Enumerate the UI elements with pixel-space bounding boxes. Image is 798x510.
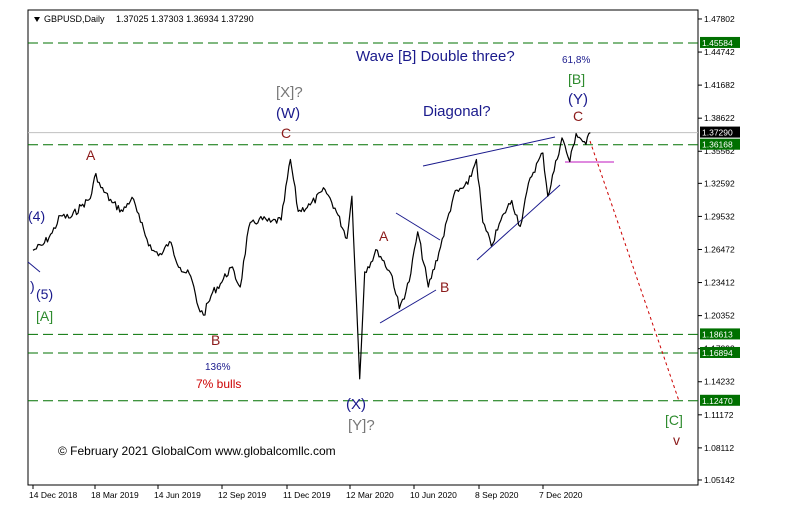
label-x-paren: (X) (346, 396, 366, 413)
level-tag-label: 1.45584 (702, 38, 733, 48)
label-y-paren: (Y) (568, 91, 588, 108)
y-tick-label: 1.44742 (704, 47, 735, 57)
label-fib-618: 61,8% (562, 55, 590, 66)
level-tag-label: 1.36168 (702, 140, 733, 150)
label-b-bracket: [B] (568, 71, 585, 87)
x-tick-label: 7 Dec 2020 (539, 490, 583, 500)
label-c-top: C (573, 108, 583, 124)
y-tick-label: 1.14232 (704, 377, 735, 387)
label-w-paren: (W) (276, 105, 300, 122)
x-tick-label: 12 Mar 2020 (346, 490, 394, 500)
level-tag (700, 138, 740, 150)
x-tick-label: 11 Dec 2019 (283, 490, 331, 500)
label-5-paren: (5) (36, 286, 53, 302)
level-tag (700, 346, 740, 358)
label-a-left: A (86, 147, 96, 163)
label-wave-b-title: Wave [B] Double three? (356, 48, 515, 65)
y-tick-label: 1.47802 (704, 14, 735, 24)
y-tick-label: 1.23412 (704, 278, 735, 288)
x-tick-label: 10 Jun 2020 (410, 490, 457, 500)
y-tick-label: 1.32592 (704, 178, 735, 188)
level-tag (700, 36, 740, 48)
plot-frame (27, 9, 699, 486)
label-diagonal: Diagonal? (423, 103, 491, 120)
y-tick-label: 1.20352 (704, 311, 735, 321)
label-bulls: 7% bulls (196, 377, 241, 391)
x-tick-label: 14 Dec 2018 (29, 490, 77, 500)
y-tick-label: 1.05142 (704, 475, 735, 485)
x-tick-label: 14 Jun 2019 (154, 490, 201, 500)
label-y-bracket-q: [Y]? (348, 417, 375, 434)
label-a-bracket: [A] (36, 308, 53, 324)
y-tick-label: 1.41682 (704, 80, 735, 90)
y-tick-label: 1.35562 (704, 146, 735, 156)
y-tick-label: 1.26472 (704, 244, 735, 254)
level-tag-label: 1.18613 (702, 329, 733, 339)
level-tag-label: 1.16894 (702, 348, 733, 358)
level-tag (700, 328, 740, 340)
y-tick-label: 1.11172 (704, 410, 734, 420)
down-triangle-icon[interactable] (34, 17, 40, 22)
label-x-bracket-q: [X]? (276, 84, 303, 101)
label-close-paren: ) (30, 278, 35, 294)
projection-line (589, 140, 680, 402)
x-tick-label: 18 Mar 2019 (91, 490, 139, 500)
label-a-mid: A (379, 228, 389, 244)
header-symbol: GBPUSD,Daily (44, 14, 105, 24)
price-series-line (32, 132, 591, 380)
y-tick-label: 1.08112 (704, 443, 734, 453)
y-tick-label: 1.29532 (704, 211, 735, 221)
label-b-mid: B (440, 279, 449, 295)
label-136-pct: 136% (205, 362, 231, 373)
x-tick-label: 8 Sep 2020 (475, 490, 519, 500)
label-b-left: B (211, 332, 220, 348)
current-price-tag (700, 126, 740, 138)
current-price-label: 1.37290 (702, 128, 733, 138)
header-ohlc: 1.37025 1.37303 1.36934 1.37290 (116, 14, 254, 24)
label-c-bracket: [C] (665, 412, 683, 428)
label-c-mid: C (281, 125, 291, 141)
copyright-text: © February 2021 GlobalCom www.globalcoml… (58, 444, 336, 458)
level-tag-label: 1.12470 (702, 396, 733, 406)
level-tag (700, 394, 740, 406)
x-tick-label: 12 Sep 2019 (218, 490, 266, 500)
label-v-small: v (673, 432, 680, 448)
y-tick-label: 1.38622 (704, 113, 735, 123)
label-4-paren: (4) (28, 208, 45, 224)
